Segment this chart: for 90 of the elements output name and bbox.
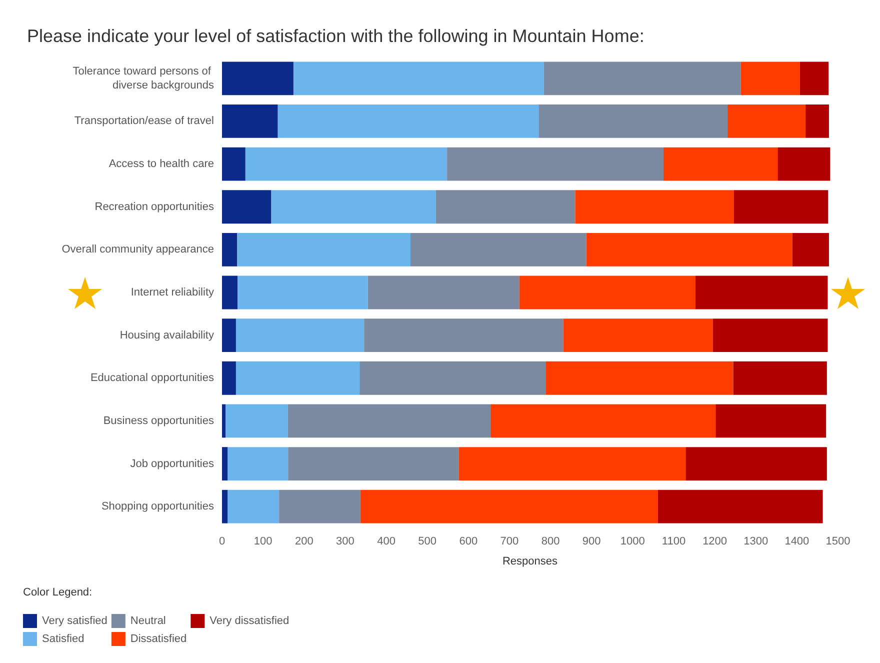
y-tick-label: Housing availability [120, 329, 214, 342]
legend-title: Color Legend: [23, 586, 92, 598]
bar [288, 404, 491, 438]
bar [288, 447, 459, 480]
y-tick-label: Tolerance toward persons of diverse backgrounds [72, 65, 214, 92]
bar [575, 190, 734, 224]
x-tick-label: 500 [418, 536, 437, 548]
x-tick-label: 400 [377, 536, 396, 548]
bar [546, 361, 734, 395]
bar [800, 62, 829, 96]
bar [271, 190, 436, 224]
bar [458, 447, 686, 480]
y-tick-label: Educational opportunities [90, 372, 214, 384]
bar [237, 232, 410, 266]
bar [364, 318, 564, 352]
bar [447, 147, 664, 181]
y-tick-label: Shopping opportunities [101, 500, 214, 513]
x-tick-label: 0 [218, 536, 226, 548]
legend-label: Very satisfied [42, 615, 108, 627]
legend-label: Very dissatisfied [210, 615, 290, 627]
bar [686, 447, 827, 480]
bar [293, 62, 544, 96]
y-tick-label: Internet reliability [130, 286, 214, 298]
x-tick-label: 1500 [826, 536, 850, 548]
bar [228, 490, 280, 524]
bar [222, 318, 236, 352]
bar [806, 104, 829, 138]
bar [222, 276, 238, 310]
legend-label: Neutral [130, 615, 166, 627]
bar [716, 404, 826, 438]
bar [368, 276, 520, 310]
bar [792, 232, 829, 266]
bar [728, 104, 806, 138]
bar [490, 404, 716, 438]
bar [696, 276, 828, 310]
x-tick-label: 300 [336, 536, 354, 548]
legend-label: Satisfied [42, 633, 84, 645]
bar [236, 318, 364, 352]
x-tick-label: 700 [500, 536, 519, 548]
bar [238, 276, 368, 310]
x-tick-label: 200 [294, 536, 314, 548]
x-tick-label: 1100 [662, 536, 686, 548]
bar [519, 276, 696, 310]
x-tick-label: 100 [254, 536, 272, 548]
y-tick-label: Recreation opportunities [94, 200, 214, 213]
bar [222, 232, 238, 266]
y-tick-label: Job opportunities [130, 458, 214, 470]
bar [740, 62, 800, 96]
x-tick-label: 1200 [702, 536, 728, 548]
bar [279, 490, 360, 524]
bar [712, 318, 828, 352]
x-tick-label: 1300 [744, 536, 768, 548]
bar [228, 447, 288, 480]
bar [778, 147, 830, 181]
bar [360, 490, 658, 524]
bar [245, 147, 448, 181]
bar [734, 190, 828, 224]
chart-title: Please indicate your level of satisfaction with the following in Mountain Home: [27, 26, 644, 46]
bar [226, 404, 288, 438]
bar [733, 361, 827, 395]
bar [222, 361, 236, 395]
bar [222, 490, 228, 524]
bar [436, 190, 576, 224]
bar [222, 104, 278, 138]
bar [663, 147, 778, 181]
legend-label: Dissatisfied [130, 633, 187, 645]
x-axis-title: Responses [502, 556, 558, 568]
x-tick-label: 800 [541, 536, 560, 548]
bar [222, 404, 226, 438]
bar [563, 318, 713, 352]
x-tick-label: 1000 [620, 536, 645, 548]
bar [538, 104, 728, 138]
y-tick-label: Business opportunities [103, 414, 214, 427]
bar [544, 62, 741, 96]
y-tick-label: Overall community appearance [62, 244, 214, 256]
bar [278, 104, 539, 138]
bar [360, 361, 546, 395]
x-tick-label: 900 [582, 536, 601, 548]
bar [410, 232, 586, 266]
bar [658, 490, 823, 524]
y-tick-label: Access to health care [108, 158, 214, 170]
bar [222, 62, 294, 96]
bar [586, 232, 792, 266]
bar [222, 147, 246, 181]
bar [236, 361, 360, 395]
bar [222, 190, 272, 224]
y-tick-label: Transportation/ease of travel [74, 115, 214, 128]
x-tick-label: 1400 [784, 536, 810, 548]
x-tick-label: 600 [459, 536, 478, 548]
bar [222, 447, 228, 480]
